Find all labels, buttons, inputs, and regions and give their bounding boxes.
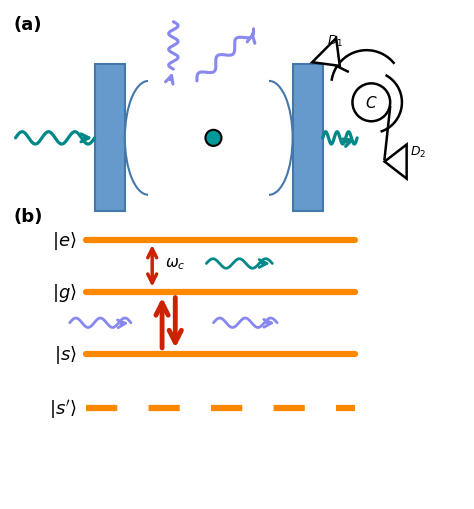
Text: (a): (a) [13, 16, 42, 34]
Text: $\omega_c$: $\omega_c$ [165, 256, 186, 272]
Text: $D_2$: $D_2$ [410, 145, 426, 160]
Ellipse shape [125, 82, 172, 195]
Ellipse shape [119, 117, 308, 160]
Ellipse shape [190, 133, 237, 144]
Polygon shape [148, 50, 213, 227]
Ellipse shape [246, 82, 292, 195]
Text: $|g\rangle$: $|g\rangle$ [52, 281, 77, 303]
Polygon shape [384, 145, 407, 179]
Text: (b): (b) [13, 207, 43, 225]
Ellipse shape [201, 135, 225, 143]
Text: $|e\rangle$: $|e\rangle$ [52, 230, 77, 251]
Ellipse shape [157, 126, 270, 151]
Text: $|s'\rangle$: $|s'\rangle$ [49, 397, 77, 420]
Polygon shape [204, 50, 269, 227]
Ellipse shape [171, 129, 256, 149]
Polygon shape [292, 65, 323, 212]
Text: $D_1$: $D_1$ [328, 34, 344, 49]
Polygon shape [95, 65, 125, 212]
Polygon shape [312, 39, 340, 67]
Text: $C$: $C$ [365, 95, 378, 111]
Text: $|s\rangle$: $|s\rangle$ [54, 343, 77, 365]
Circle shape [353, 84, 390, 122]
Ellipse shape [138, 122, 289, 155]
Ellipse shape [176, 130, 251, 147]
Circle shape [205, 130, 221, 147]
